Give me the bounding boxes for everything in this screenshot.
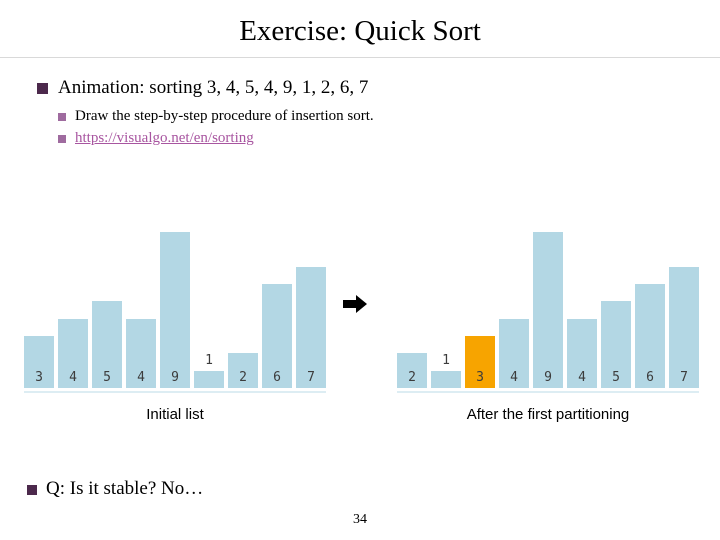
bar-rect: [24, 336, 54, 388]
bar-rect: [635, 284, 665, 388]
slide-title: Exercise: Quick Sort: [239, 15, 481, 47]
bar-value-label: 4: [137, 370, 145, 385]
bar-value-label: 5: [612, 370, 620, 385]
bar-value-label: 9: [171, 370, 179, 385]
bar: 9: [160, 232, 190, 388]
bar-rect: [228, 353, 258, 388]
bullet-animation: Animation: sorting 3, 4, 5, 4, 9, 1, 2, …: [37, 76, 368, 100]
title-divider: [0, 57, 720, 58]
bullet-link: https://visualgo.net/en/sorting: [58, 128, 254, 148]
bar-value-label: 6: [273, 370, 281, 385]
chart-caption-after: After the first partitioning: [466, 406, 630, 423]
bullet-draw-procedure-text: Draw the step-by-step procedure of inser…: [75, 108, 374, 124]
bullet-square-icon: [58, 135, 66, 143]
bar-value-label: 7: [307, 370, 315, 385]
right-arrow-icon: [343, 295, 367, 313]
bar-rect: [262, 284, 292, 388]
bullet-square-icon: [27, 485, 37, 495]
bar-rect: [567, 319, 597, 388]
bar: 7: [296, 232, 326, 388]
bullet-animation-text: Animation: sorting 3, 4, 5, 4, 9, 1, 2, …: [58, 77, 369, 98]
bar: 3: [465, 232, 495, 388]
bar: 6: [262, 232, 292, 388]
visualgo-link[interactable]: https://visualgo.net/en/sorting: [75, 130, 254, 146]
bar: 7: [669, 232, 699, 388]
bar-rect: [296, 267, 326, 388]
bar-rect: [126, 319, 156, 388]
bar: 4: [126, 232, 156, 388]
bar-rect: [194, 371, 224, 388]
bar-value-label: 3: [476, 370, 484, 385]
bar: 5: [92, 232, 122, 388]
bullet-question: Q: Is it stable? No…: [27, 477, 203, 501]
bar-rect: [397, 353, 427, 388]
bar-rect: [601, 301, 631, 388]
bar-rect: [160, 232, 190, 388]
bar-value-label: 5: [103, 370, 111, 385]
bar: 4: [58, 232, 88, 388]
bar-value-label: 4: [510, 370, 518, 385]
bar-value-label: 4: [578, 370, 586, 385]
bar-value-label: 3: [35, 370, 43, 385]
bullet-square-icon: [58, 113, 66, 121]
bar-value-label: 2: [408, 370, 416, 385]
bar: 2: [228, 232, 258, 388]
chart-caption-initial: Initial list: [146, 406, 204, 423]
bar: 6: [635, 232, 665, 388]
bar-rect: [669, 267, 699, 388]
bar: 4: [567, 232, 597, 388]
bullet-question-text: Q: Is it stable? No…: [46, 478, 204, 499]
bar-chart-after-partitioning: 2 1 3 4 9 4 5 6 7: [397, 232, 699, 388]
chart-base-shadow: [397, 391, 699, 393]
bar: 5: [601, 232, 631, 388]
bar-rect: [499, 319, 529, 388]
bar-value-label: 2: [239, 370, 247, 385]
bar-value-label: 1: [205, 353, 213, 368]
bar-value-label: 9: [544, 370, 552, 385]
bar-rect: [533, 232, 563, 388]
bar-rect: [92, 301, 122, 388]
chart-base-shadow: [24, 391, 326, 393]
bar: 2: [397, 232, 427, 388]
bar-value-label: 1: [442, 353, 450, 368]
bar-value-label: 4: [69, 370, 77, 385]
bullet-square-icon: [37, 83, 48, 94]
bar-chart-initial-list: 3 4 5 4 9 1 2 6 7: [24, 232, 326, 388]
bar: 4: [499, 232, 529, 388]
bar: 1: [431, 232, 461, 388]
bar: 9: [533, 232, 563, 388]
bar-value-label: 7: [680, 370, 688, 385]
bar-rect-highlighted: [465, 336, 495, 388]
bar-rect: [58, 319, 88, 388]
bar: 1: [194, 232, 224, 388]
page-number: 34: [353, 512, 367, 527]
bar-value-label: 6: [646, 370, 654, 385]
bullet-draw-procedure: Draw the step-by-step procedure of inser…: [58, 106, 374, 126]
bar-rect: [431, 371, 461, 388]
bar: 3: [24, 232, 54, 388]
